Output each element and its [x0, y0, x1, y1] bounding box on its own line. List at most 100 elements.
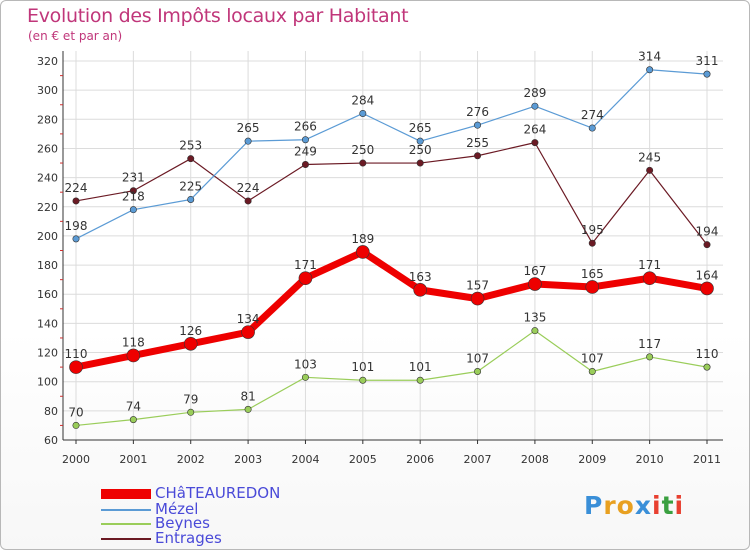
- x-tick-label: 2006: [406, 453, 434, 466]
- y-tick-label: 160: [37, 288, 58, 301]
- y-tick-label: 300: [37, 84, 58, 97]
- data-label-mezel: 265: [237, 121, 260, 135]
- data-label-chateauredon: 134: [237, 312, 260, 326]
- data-point-mezel: [244, 137, 252, 145]
- data-point-chateauredon: [183, 336, 198, 351]
- data-label-mezel: 218: [122, 190, 145, 204]
- y-tick-label: 320: [37, 55, 58, 68]
- data-label-beynes: 107: [581, 351, 604, 365]
- data-point-mezel: [703, 70, 711, 78]
- x-tick-label: 2010: [636, 453, 664, 466]
- data-label-beynes: 81: [240, 389, 255, 403]
- data-label-mezel: 266: [294, 120, 317, 134]
- data-label-entrages: 224: [65, 181, 88, 195]
- data-point-beynes: [187, 408, 195, 416]
- x-tick-label: 2007: [464, 453, 492, 466]
- data-label-beynes: 101: [409, 360, 432, 374]
- data-point-mezel: [474, 121, 482, 129]
- data-label-chateauredon: 165: [581, 267, 604, 281]
- data-point-chateauredon: [356, 245, 370, 259]
- legend-label-beynes: Beynes: [155, 514, 210, 532]
- legend-label-chateauredon: CHâTEAUREDON: [155, 484, 281, 502]
- data-label-chateauredon: 126: [179, 324, 202, 338]
- data-point-mezel: [187, 195, 195, 203]
- data-label-mezel: 314: [638, 50, 661, 64]
- data-point-beynes: [531, 327, 539, 335]
- y-tick-label: 60: [44, 434, 58, 447]
- data-point-chateauredon: [470, 291, 485, 306]
- data-label-chateauredon: 163: [409, 270, 432, 284]
- data-point-chateauredon: [585, 280, 600, 294]
- data-point-chateauredon: [413, 283, 427, 297]
- data-point-entrages: [187, 155, 195, 163]
- data-label-entrages: 250: [351, 143, 374, 157]
- data-label-entrages: 231: [122, 171, 145, 185]
- data-label-beynes: 135: [523, 311, 546, 325]
- data-label-beynes: 70: [68, 405, 83, 419]
- data-point-entrages: [416, 159, 424, 167]
- data-point-chateauredon: [700, 281, 714, 296]
- data-label-entrages: 249: [294, 144, 317, 158]
- data-label-entrages: 224: [237, 181, 260, 195]
- data-label-beynes: 74: [126, 400, 141, 414]
- data-point-entrages: [129, 187, 137, 195]
- data-point-mezel: [129, 206, 137, 214]
- data-label-entrages: 245: [638, 150, 661, 164]
- legend-swatch-beynes: [101, 523, 151, 525]
- logo-letter: t: [661, 491, 675, 520]
- logo-letter: r: [603, 491, 617, 520]
- legend-swatch-mezel: [101, 509, 151, 511]
- data-label-chateauredon: 171: [294, 258, 317, 272]
- data-point-mezel: [531, 102, 539, 110]
- series-line-beynes: [75, 330, 708, 427]
- data-point-chateauredon: [241, 325, 255, 339]
- data-label-mezel: 311: [696, 54, 719, 68]
- data-point-mezel: [416, 137, 424, 145]
- data-point-entrages: [72, 197, 80, 205]
- data-label-entrages: 255: [466, 136, 489, 150]
- y-tick-label: 280: [37, 113, 58, 126]
- data-point-beynes: [416, 376, 424, 384]
- legend-label-mezel: Mézel: [155, 500, 199, 518]
- x-tick-label: 2004: [291, 453, 319, 466]
- data-label-beynes: 110: [696, 347, 719, 361]
- y-tick-label: 120: [37, 347, 58, 360]
- logo-letter: x: [634, 491, 652, 520]
- series-line-chateauredon: [75, 248, 708, 371]
- data-label-chateauredon: 118: [122, 335, 145, 349]
- data-label-beynes: 103: [294, 357, 317, 371]
- data-point-chateauredon: [69, 360, 83, 374]
- x-tick-label: 2003: [234, 453, 262, 466]
- data-label-beynes: 117: [638, 337, 661, 351]
- data-label-mezel: 274: [581, 108, 604, 122]
- logo-letter: i: [652, 491, 662, 520]
- data-point-chateauredon: [298, 271, 313, 285]
- data-point-beynes: [588, 367, 596, 375]
- data-point-entrages: [474, 152, 482, 160]
- data-label-entrages: 253: [179, 139, 202, 153]
- data-point-mezel: [301, 136, 309, 144]
- y-tick-label: 100: [37, 376, 58, 389]
- data-label-entrages: 194: [696, 225, 719, 239]
- data-label-beynes: 107: [466, 351, 489, 365]
- logo-letter: i: [674, 491, 685, 520]
- data-label-mezel: 198: [65, 219, 88, 233]
- y-tick-label: 140: [37, 317, 58, 330]
- data-point-beynes: [703, 363, 711, 371]
- data-point-entrages: [359, 159, 367, 167]
- x-tick-label: 2002: [177, 453, 205, 466]
- data-label-chateauredon: 167: [523, 264, 546, 278]
- data-label-mezel: 284: [351, 93, 374, 107]
- data-point-beynes: [474, 367, 482, 375]
- legend-label-entrages: Entrages: [155, 529, 222, 547]
- x-tick-label: 2005: [349, 453, 377, 466]
- data-point-chateauredon: [642, 271, 657, 285]
- data-point-mezel: [588, 124, 596, 132]
- proxiti-logo: Proxiti: [584, 491, 684, 520]
- series-line-mezel: [75, 69, 708, 240]
- data-point-beynes: [72, 421, 80, 429]
- data-point-beynes: [129, 416, 137, 424]
- x-tick-label: 2008: [521, 453, 549, 466]
- data-point-entrages: [703, 241, 711, 249]
